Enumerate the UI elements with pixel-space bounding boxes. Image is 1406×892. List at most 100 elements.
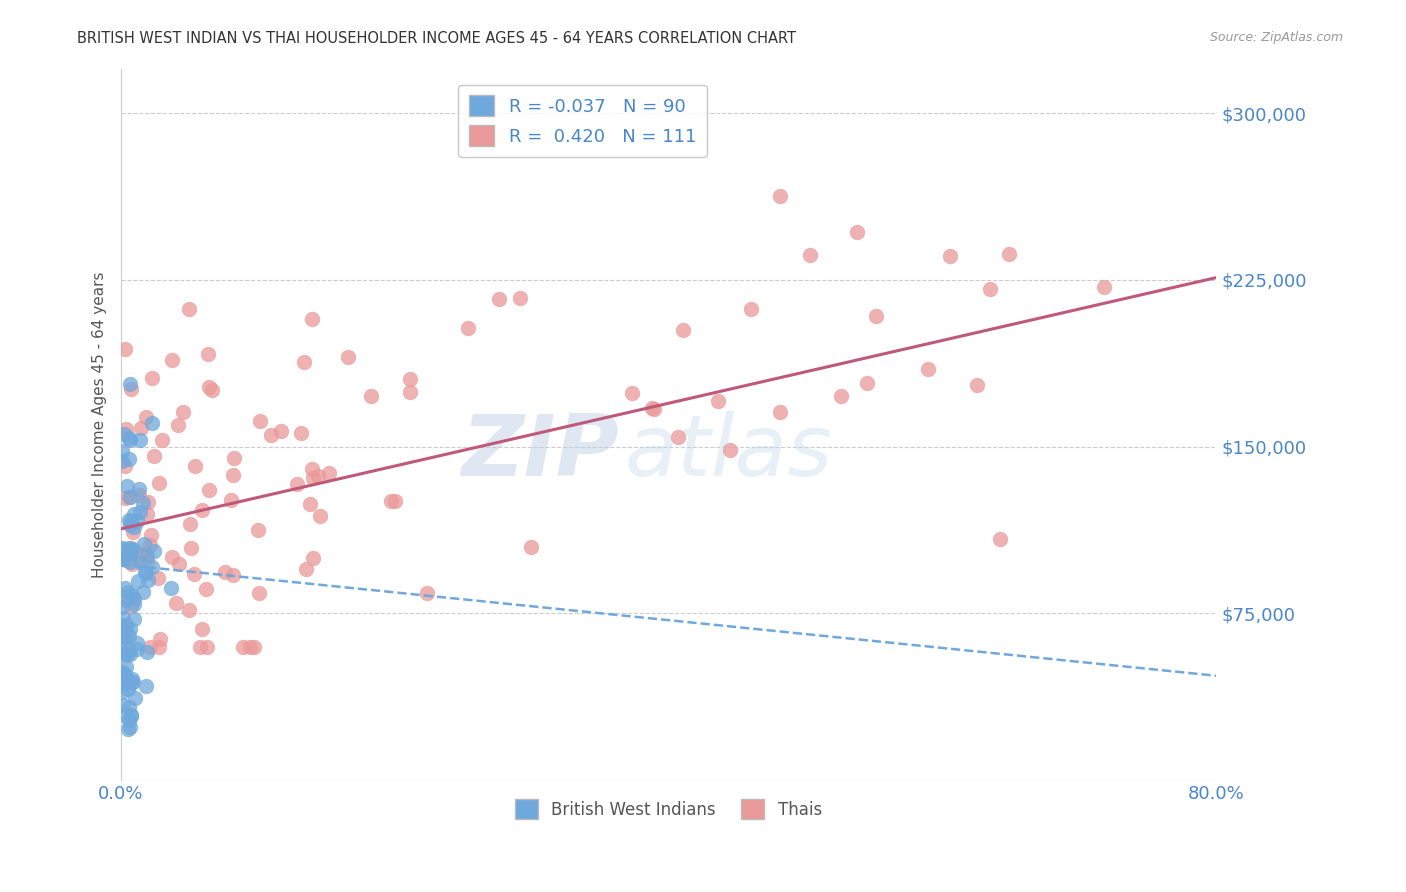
Point (865, 309, 887, 323)
Point (117, 547, 139, 561)
Point (139, 528, 162, 542)
Point (183, 567, 205, 582)
Point (990, 532, 1012, 546)
Point (222, 451, 245, 466)
Point (111, 618, 134, 632)
Point (384, 494, 406, 508)
Text: Source: ZipAtlas.com: Source: ZipAtlas.com (1209, 31, 1343, 45)
Point (148, 571, 170, 585)
Point (301, 312, 323, 326)
Point (111, 541, 134, 556)
Point (135, 554, 157, 568)
Point (134, 548, 156, 562)
Point (830, 389, 852, 403)
Point (120, 709, 142, 723)
Point (111, 636, 134, 650)
Point (121, 524, 143, 539)
Point (115, 623, 138, 637)
Point (666, 430, 689, 444)
Point (141, 370, 163, 384)
Point (184, 459, 207, 474)
Point (111, 685, 134, 699)
Point (520, 540, 543, 554)
Point (769, 188, 792, 202)
Point (179, 301, 201, 316)
Point (135, 409, 157, 424)
Point (149, 632, 172, 647)
Point (285, 477, 308, 491)
Point (120, 382, 142, 396)
Point (139, 539, 162, 553)
Point (121, 673, 143, 687)
Point (114, 581, 136, 595)
Point (148, 475, 170, 490)
Point (111, 698, 134, 712)
Point (301, 550, 323, 565)
Point (114, 593, 136, 607)
Text: BRITISH WEST INDIAN VS THAI HOUSEHOLDER INCOME AGES 45 - 64 YEARS CORRELATION CH: BRITISH WEST INDIAN VS THAI HOUSEHOLDER … (77, 31, 796, 46)
Point (917, 362, 939, 376)
Point (298, 498, 321, 512)
Point (118, 543, 141, 558)
Point (117, 585, 139, 599)
Point (117, 723, 139, 737)
Point (188, 640, 211, 654)
Point (308, 509, 330, 524)
Point (118, 431, 141, 445)
Point (115, 618, 138, 632)
Point (122, 519, 145, 533)
Point (243, 640, 266, 654)
Point (672, 323, 695, 337)
Point (247, 523, 270, 537)
Point (114, 491, 136, 506)
Point (966, 378, 988, 392)
Point (621, 386, 644, 401)
Point (197, 347, 219, 361)
Point (135, 679, 157, 693)
Point (179, 602, 201, 616)
Y-axis label: Householder Income Ages 45 - 64 years: Householder Income Ages 45 - 64 years (93, 271, 107, 578)
Point (337, 350, 360, 364)
Point (294, 355, 316, 369)
Point (135, 507, 157, 521)
Point (118, 622, 141, 636)
Point (118, 700, 141, 714)
Point (399, 385, 422, 400)
Point (117, 713, 139, 727)
Point (195, 640, 218, 654)
Point (114, 676, 136, 690)
Point (111, 444, 134, 458)
Point (707, 393, 730, 408)
Point (172, 405, 194, 419)
Point (121, 599, 143, 614)
Point (195, 582, 218, 596)
Point (120, 546, 142, 560)
Point (134, 566, 156, 580)
Point (979, 282, 1001, 296)
Point (1092, 280, 1115, 294)
Legend: British West Indians, Thais: British West Indians, Thais (508, 793, 828, 825)
Point (120, 515, 142, 529)
Point (295, 561, 318, 575)
Point (222, 467, 245, 482)
Point (143, 543, 166, 558)
Point (488, 292, 510, 306)
Point (122, 612, 145, 626)
Point (112, 668, 135, 682)
Point (114, 647, 136, 661)
Point (399, 372, 422, 386)
Point (290, 426, 312, 441)
Point (112, 666, 135, 681)
Point (124, 690, 146, 705)
Point (120, 648, 142, 662)
Point (162, 353, 184, 368)
Point (122, 507, 145, 521)
Point (301, 461, 323, 475)
Text: atlas: atlas (624, 411, 832, 494)
Point (121, 588, 143, 602)
Point (129, 421, 152, 435)
Point (191, 503, 214, 517)
Point (114, 552, 136, 566)
Point (117, 513, 139, 527)
Point (115, 648, 138, 663)
